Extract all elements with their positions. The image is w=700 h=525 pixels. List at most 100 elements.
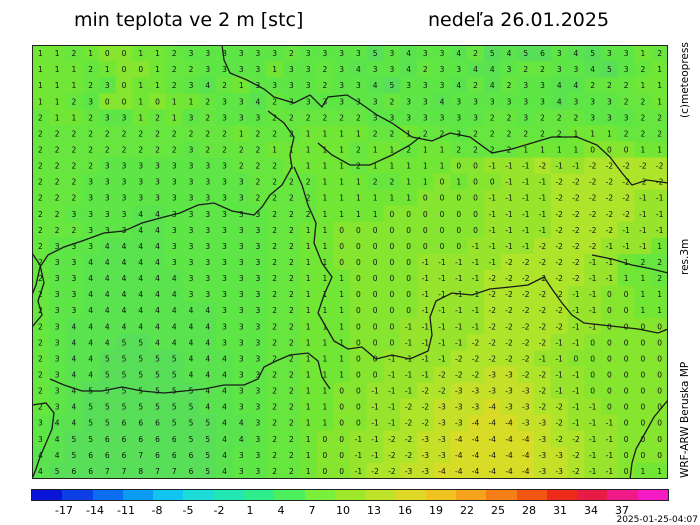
temperature-cell [149, 253, 167, 271]
temperature-cell [48, 157, 67, 175]
grid-value: 3 [205, 178, 210, 187]
temperature-cell [266, 221, 284, 239]
temperature-cell [517, 286, 535, 303]
temperature-cell [182, 253, 200, 271]
temperature-cell [182, 237, 200, 255]
grid-value: 2 [557, 129, 562, 138]
temperature-cell [617, 253, 636, 271]
grid-value: -2 [639, 162, 647, 171]
grid-value: 3 [256, 242, 261, 251]
grid-value: 2 [55, 178, 60, 187]
grid-value: -1 [438, 338, 446, 347]
grid-value: 2 [289, 274, 294, 283]
temperature-cell [584, 446, 602, 464]
grid-value: 0 [473, 162, 478, 171]
temperature-cell [483, 189, 502, 207]
grid-value: -1 [388, 387, 396, 396]
temperature-cell [601, 446, 619, 464]
temperature-cell [132, 446, 150, 464]
grid-value: 3 [239, 338, 244, 347]
temperature-cell [299, 237, 318, 255]
temperature-cell [483, 286, 502, 303]
temperature-cell [115, 173, 134, 191]
temperature-cell [149, 237, 167, 255]
grid-value: -2 [539, 274, 547, 283]
grid-value: 1 [389, 145, 394, 154]
grid-value: -1 [572, 162, 580, 171]
grid-value: 3 [155, 162, 160, 171]
grid-value: 3 [55, 371, 60, 380]
grid-value: 2 [289, 226, 294, 235]
grid-value: 3 [256, 467, 261, 476]
temperature-cell [316, 205, 334, 223]
temperature-cell [550, 205, 569, 223]
grid-value: 1 [306, 387, 311, 396]
temperature-cell [584, 61, 602, 78]
temperature-cell [400, 141, 418, 159]
grid-value: 3 [189, 178, 194, 187]
temperature-cell [483, 430, 502, 448]
temperature-cell [550, 45, 569, 62]
temperature-cell [433, 366, 452, 384]
grid-value: -1 [438, 322, 446, 331]
temperature-cell [617, 61, 636, 78]
temperature-cell [450, 286, 468, 303]
grid-value: 1 [88, 49, 93, 58]
grid-value: 2 [389, 97, 394, 106]
grid-value: 2 [172, 145, 177, 154]
grid-value: -3 [555, 451, 563, 460]
grid-value: 4 [172, 290, 177, 299]
temperature-cell [65, 302, 83, 319]
grid-value: 4 [205, 81, 210, 90]
grid-value: 3 [55, 338, 60, 347]
temperature-cell [216, 221, 234, 239]
grid-value: 4 [189, 338, 194, 347]
grid-value: 5 [105, 387, 110, 396]
grid-value: 0 [440, 178, 445, 187]
grid-value: -2 [606, 210, 614, 219]
temperature-cell [634, 398, 652, 416]
temperature-cell [567, 61, 585, 78]
temperature-cell [601, 109, 619, 126]
temperature-cell [350, 286, 368, 303]
temperature-cell [433, 157, 452, 175]
grid-value: -2 [622, 194, 630, 203]
grid-value: 3 [239, 113, 244, 122]
temperature-cell [634, 462, 652, 479]
grid-value: 1 [306, 371, 311, 380]
temperature-cell [65, 366, 83, 384]
temperature-cell [400, 109, 418, 126]
temperature-cell [584, 286, 602, 303]
grid-value: 2 [306, 210, 311, 219]
temperature-cell [199, 350, 217, 368]
temperature-cell [165, 237, 184, 255]
grid-value: 0 [574, 354, 579, 363]
grid-value: 1 [456, 178, 461, 187]
grid-value: -4 [489, 403, 497, 412]
temperature-cell [98, 318, 117, 335]
temperature-cell [567, 93, 585, 110]
temperature-cell [216, 350, 234, 368]
grid-value: 3 [272, 81, 277, 90]
temperature-cell [651, 334, 668, 351]
grid-value: -2 [522, 306, 530, 315]
grid-value: -1 [589, 322, 597, 331]
temperature-cell [316, 446, 334, 464]
temperature-cell [601, 173, 619, 191]
colorbar-tick-label: 37 [615, 504, 629, 517]
temperature-cell [601, 382, 619, 400]
colorbar-tick-label: 7 [308, 504, 316, 517]
grid-value: 3 [590, 113, 595, 122]
grid-value: 3 [222, 178, 227, 187]
temperature-cell [299, 398, 318, 416]
grid-value: 4 [71, 419, 76, 428]
colorbar-tick-label: 19 [429, 504, 443, 517]
temperature-cell [333, 350, 351, 368]
grid-value: 0 [105, 49, 110, 58]
grid-value: 2 [205, 113, 210, 122]
grid-value: 2 [289, 371, 294, 380]
temperature-cell [500, 286, 518, 303]
grid-value: 0 [624, 419, 629, 428]
grid-value: 0 [356, 371, 361, 380]
temperature-cell [249, 462, 267, 479]
